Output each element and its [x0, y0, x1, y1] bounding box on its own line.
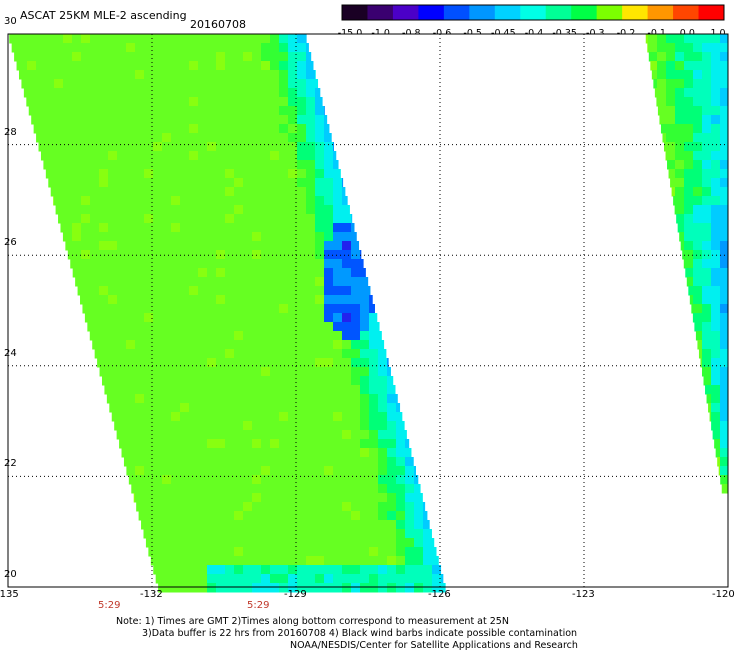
- note-line: 3)Data buffer is 22 hrs from 20160708 4)…: [142, 628, 578, 639]
- y-tick-label: 20: [4, 569, 17, 580]
- colorbar-swatch: [392, 5, 419, 20]
- y-tick-label: 22: [4, 458, 17, 470]
- plot-frame: [7, 33, 729, 588]
- swath-time-label: 5:29: [98, 600, 121, 611]
- colorbar-swatch: [342, 5, 368, 20]
- colorbar-swatch: [571, 5, 598, 20]
- colorbar-swatch: [673, 5, 700, 20]
- note-line: NOAA/NESDIS/Center for Satellite Applica…: [290, 640, 578, 651]
- y-tick-label: 30: [4, 16, 17, 27]
- chart-date: 20160708: [190, 18, 246, 31]
- colorbar-swatch: [443, 5, 470, 20]
- note-line: Note: 1) Times are GMT 2)Times along bot…: [116, 616, 509, 627]
- colorbar-swatch: [520, 5, 547, 20]
- y-tick-label: 26: [4, 237, 17, 249]
- colorbar-swatch: [418, 5, 445, 20]
- x-tick-label: -123: [572, 589, 595, 600]
- y-tick-label: 24: [4, 347, 17, 359]
- colorbar-swatch: [622, 5, 649, 20]
- colorbar-swatch: [469, 5, 496, 20]
- x-tick-label: -129: [284, 589, 307, 600]
- y-tick-label: 28: [4, 126, 17, 138]
- swath-time-label: 5:29: [247, 600, 270, 611]
- x-tick-label: -135: [0, 589, 19, 600]
- colorbar-swatch: [698, 5, 725, 20]
- chart-title: ASCAT 25KM MLE-2 ascending: [20, 9, 187, 22]
- x-tick-label: -132: [140, 589, 163, 600]
- x-tick-label: -126: [428, 589, 451, 600]
- x-tick-label: -120: [712, 589, 735, 600]
- colorbar-swatch: [367, 5, 394, 20]
- colorbar-swatch: [596, 5, 623, 20]
- colorbar-swatch: [545, 5, 572, 20]
- colorbar-swatch: [647, 5, 674, 20]
- colorbar-swatch: [494, 5, 521, 20]
